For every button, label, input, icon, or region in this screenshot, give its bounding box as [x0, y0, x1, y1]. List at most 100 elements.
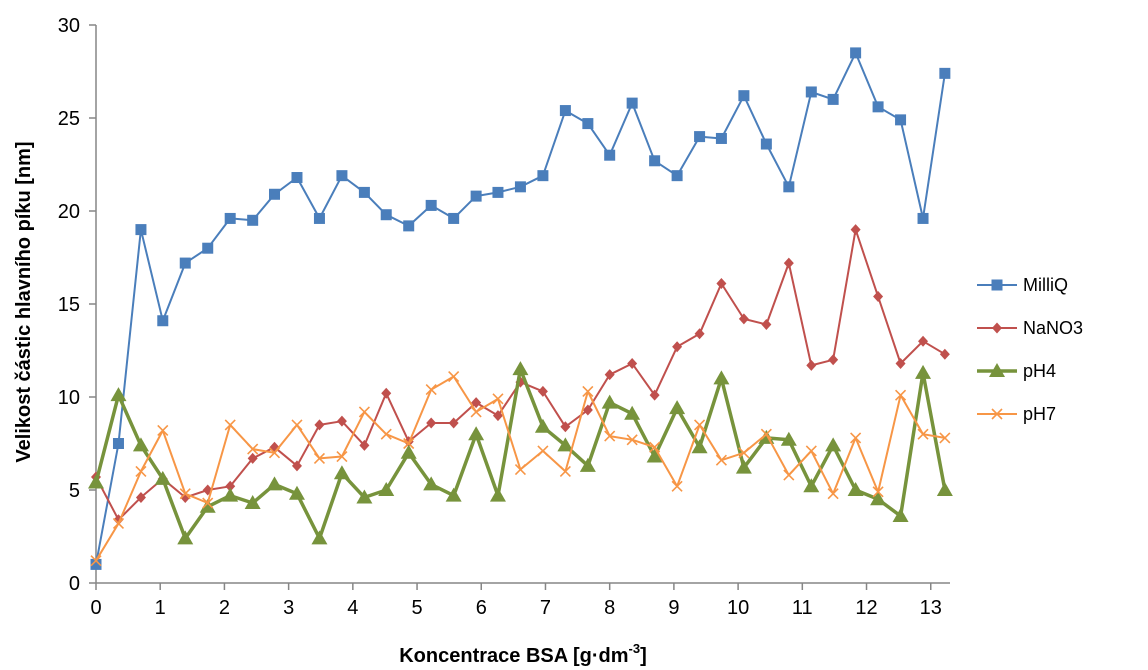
data-point-milliq — [559, 105, 571, 117]
data-point-ph7 — [894, 389, 907, 401]
data-point-ph4 — [780, 431, 797, 446]
legend-label: MilliQ — [1023, 275, 1068, 295]
data-point-nano3 — [738, 313, 749, 325]
data-point-ph4 — [713, 370, 730, 385]
data-point-nano3 — [627, 358, 638, 370]
marker-stroke — [403, 437, 415, 450]
data-point-ph7 — [291, 419, 303, 431]
data-point-ph4 — [423, 476, 440, 491]
data-point-nano3 — [336, 415, 347, 427]
marker-stroke — [492, 393, 504, 405]
data-point-ph7 — [872, 486, 884, 498]
data-point-ph4 — [803, 478, 820, 493]
data-point-nano3 — [582, 404, 593, 416]
marker-stroke — [247, 443, 259, 455]
data-point-nano3 — [314, 419, 325, 431]
y-tick-label: 30 — [58, 15, 80, 37]
data-point-ph4 — [400, 444, 417, 459]
data-point-ph4 — [468, 426, 485, 441]
marker-stroke — [380, 428, 392, 440]
data-point-milliq — [269, 188, 281, 200]
data-point-ph7 — [694, 419, 706, 431]
marker-stroke — [604, 430, 616, 442]
data-point-ph7 — [917, 428, 929, 440]
marker-stroke — [827, 488, 839, 500]
data-point-nano3 — [247, 452, 258, 464]
series-layer — [88, 47, 953, 570]
data-point-nano3 — [492, 410, 503, 422]
data-point-ph7 — [850, 432, 862, 444]
marker-stroke — [157, 424, 169, 437]
data-point-nano3 — [448, 417, 459, 429]
data-point-nano3 — [873, 291, 884, 303]
x-axis-ticks: 0 1 2 3 4 5 6 7 8 9 10 11 12 13 — [90, 583, 942, 619]
marker-stroke — [179, 488, 191, 500]
legend-item-nano3: NaNO3 — [977, 318, 1083, 338]
data-point-ph4 — [222, 487, 239, 502]
legend-marker — [991, 279, 1003, 291]
marker-stroke — [760, 428, 772, 440]
data-point-ph7 — [805, 445, 817, 457]
data-point-ph4 — [601, 394, 618, 409]
data-point-milliq — [425, 199, 437, 211]
data-point-ph7 — [268, 447, 281, 459]
data-point-ph4 — [579, 457, 596, 472]
legend-item-ph7: pH7 — [977, 404, 1056, 424]
marker-stroke — [425, 383, 437, 396]
data-point-ph7 — [380, 428, 392, 440]
data-point-milliq — [179, 257, 191, 269]
data-point-ph7 — [492, 393, 504, 405]
data-point-nano3 — [359, 439, 370, 451]
data-point-ph4 — [534, 418, 551, 433]
data-point-milliq — [470, 190, 482, 202]
marker-stroke — [470, 406, 482, 418]
legend-marker — [992, 322, 1002, 334]
data-point-ph7 — [559, 465, 571, 477]
x-tick-label: 1 — [155, 597, 166, 619]
x-tick-label: 9 — [668, 597, 679, 619]
data-point-milliq — [358, 186, 370, 198]
series-milliq — [90, 47, 951, 570]
data-point-ph4 — [691, 439, 708, 454]
y-tick-label: 20 — [58, 201, 80, 223]
data-point-ph4 — [333, 465, 350, 480]
marker-stroke — [291, 419, 303, 431]
data-point-ph7 — [582, 385, 594, 397]
marker-stroke — [448, 370, 460, 383]
marker-stroke — [90, 555, 102, 567]
data-point-nano3 — [716, 278, 727, 290]
marker-stroke — [894, 389, 907, 401]
x-tick-label: 2 — [219, 597, 230, 619]
marker-stroke — [268, 447, 281, 459]
data-point-nano3 — [918, 335, 929, 347]
marker-stroke — [939, 432, 951, 444]
marker-stroke — [649, 441, 661, 453]
y-axis-title: Velikost částic hlavního píku [nm] — [13, 141, 35, 462]
x-tick-label: 13 — [920, 597, 942, 619]
x-tick-label: 6 — [476, 597, 487, 619]
data-point-ph4 — [669, 400, 686, 415]
x-tick-label: 11 — [792, 597, 813, 619]
data-point-ph7 — [760, 428, 772, 440]
data-point-ph4 — [311, 530, 328, 545]
x-tick-label: 12 — [855, 597, 877, 619]
data-point-nano3 — [649, 389, 660, 401]
data-point-milliq — [895, 114, 907, 126]
data-point-nano3 — [604, 369, 615, 381]
data-point-milliq — [738, 90, 750, 102]
marker-stroke — [872, 486, 884, 498]
data-point-ph7 — [336, 450, 348, 463]
x-tick-label: 10 — [727, 597, 749, 619]
data-point-milliq — [649, 155, 661, 167]
data-point-nano3 — [291, 460, 302, 472]
data-point-milliq — [403, 220, 415, 232]
x-axis-title-main: Koncentrace BSA [g·dm — [399, 645, 628, 667]
data-point-ph4 — [512, 361, 529, 376]
data-point-nano3 — [850, 224, 861, 236]
data-point-milliq — [715, 132, 727, 144]
y-tick-label: 25 — [58, 108, 80, 130]
marker-stroke — [917, 428, 929, 440]
data-point-milliq — [671, 170, 683, 182]
data-point-ph4 — [489, 487, 506, 502]
